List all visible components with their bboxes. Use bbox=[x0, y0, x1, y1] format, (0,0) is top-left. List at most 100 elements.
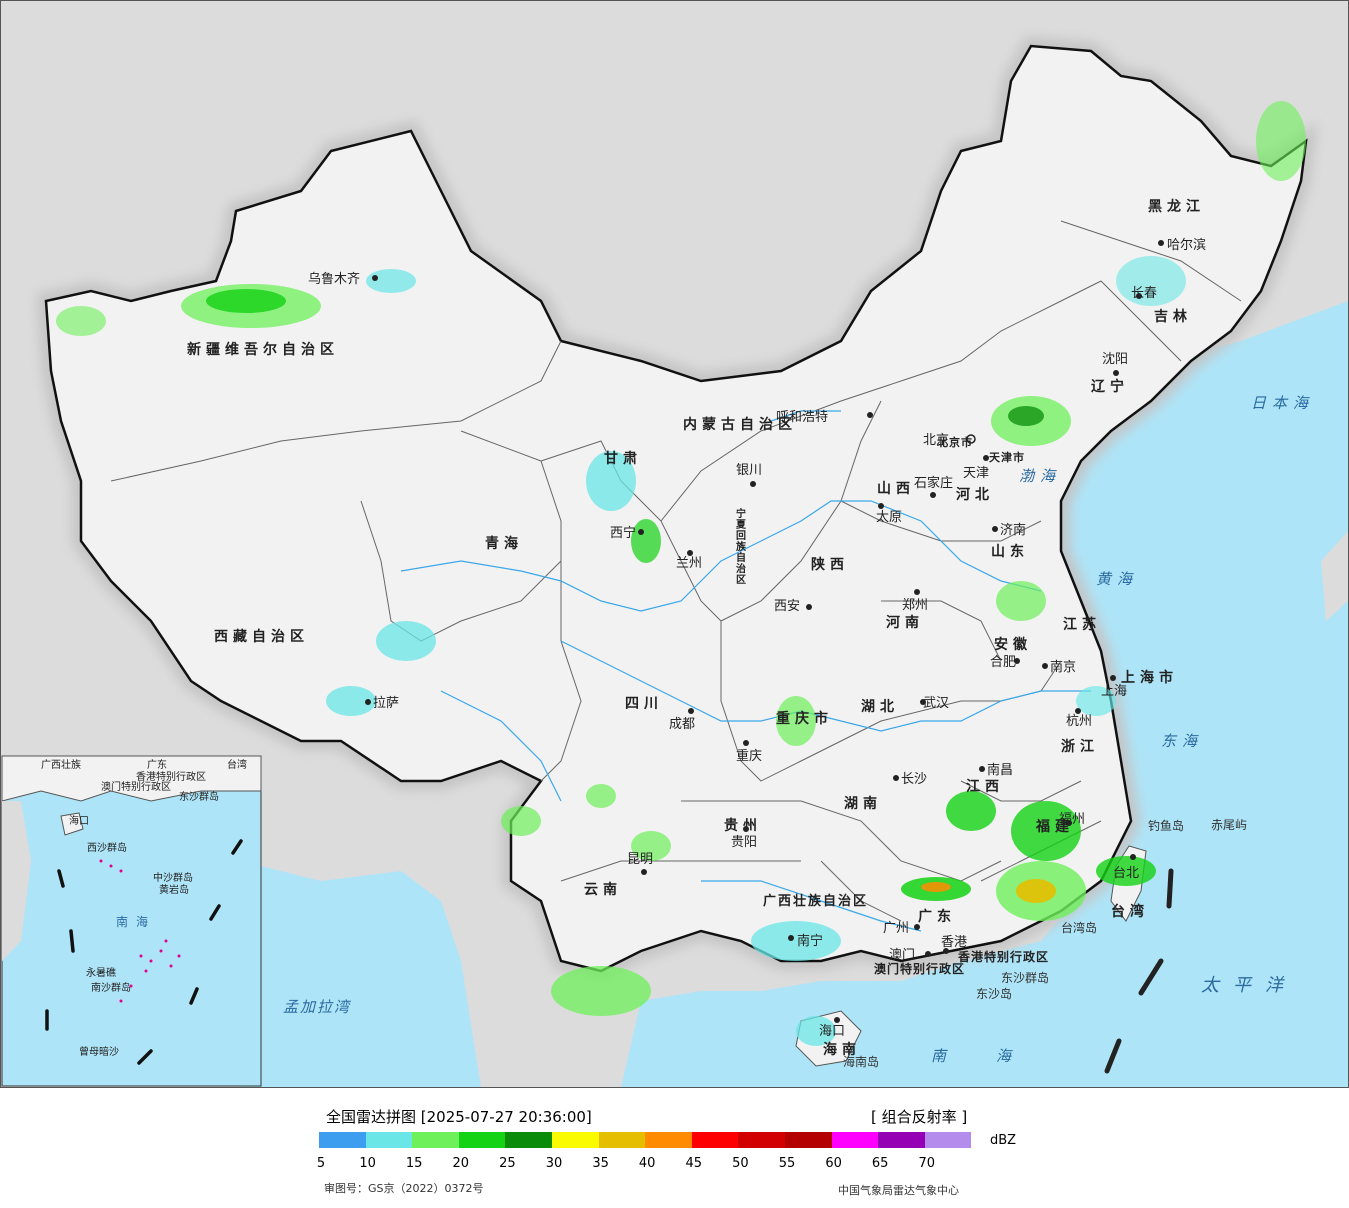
china-land bbox=[44, 44, 1308, 973]
city-label: 香港 bbox=[941, 935, 967, 950]
island-label: 台湾岛 bbox=[1061, 920, 1097, 935]
province-label: 山西 bbox=[877, 481, 915, 497]
city-label: 济南 bbox=[1000, 522, 1026, 538]
legend-ticks: 5 10 15 20 25 30 35 40 45 50 55 60 65 70 bbox=[316, 1156, 979, 1172]
map-canvas: 新疆维吾尔自治区 西藏自治区 青海 甘肃 内蒙古自治区 黑龙江 吉林 辽宁 河北… bbox=[1, 36, 1348, 1087]
sea-label: 黄海 bbox=[1096, 570, 1138, 588]
city-label: 澳门 bbox=[889, 947, 915, 963]
legend-swatch bbox=[784, 1132, 832, 1148]
province-label: 辽宁 bbox=[1091, 378, 1129, 395]
city-marker bbox=[943, 948, 949, 954]
city-marker bbox=[914, 589, 920, 595]
island-label: 东沙群岛 bbox=[1001, 970, 1049, 985]
legend-title: 全国雷达拼图 [2025-07-27 20:36:00] bbox=[326, 1108, 592, 1126]
province-label: 甘肃 bbox=[604, 450, 642, 467]
inset-label: 西沙群岛 bbox=[87, 841, 127, 854]
province-label: 北京市 bbox=[937, 435, 973, 449]
maritime-boundary-marks bbox=[1104, 868, 1174, 1074]
legend-product: [ 组合反射率 ] bbox=[871, 1108, 968, 1126]
city-marker bbox=[992, 526, 998, 532]
province-label: 澳门特别行政区 bbox=[874, 961, 965, 976]
legend-tick-label: 30 bbox=[545, 1156, 563, 1171]
city-label: 西安 bbox=[774, 599, 800, 614]
sea-labels: 日本海 渤海 黄海 东海 太平洋 南海 孟加拉湾 bbox=[283, 394, 1308, 1065]
city-label: 上海 bbox=[1101, 684, 1127, 699]
approval-number: 审图号：GS京（2022）0372号 bbox=[324, 1182, 484, 1195]
sea-label: 东海 bbox=[1161, 732, 1203, 750]
province-label: 湖北 bbox=[861, 699, 899, 715]
province-label: 云南 bbox=[584, 881, 622, 898]
south-china-sea-inset: 广西壮族 广东 台湾 澳门特别行政区 香港特别行政区 东沙群岛 海口 西沙群岛 … bbox=[1, 755, 262, 1087]
inset-label: 广东 bbox=[147, 758, 167, 771]
province-label: 浙江 bbox=[1061, 738, 1099, 755]
city-label: 哈尔滨 bbox=[1167, 237, 1206, 253]
city-marker bbox=[1066, 820, 1072, 826]
city-label: 北京 bbox=[923, 433, 949, 448]
legend-tick-label: 15 bbox=[405, 1156, 423, 1171]
sea-label: 渤海 bbox=[1019, 467, 1061, 485]
island-label: 赤尾屿 bbox=[1211, 818, 1247, 832]
legend-swatch bbox=[551, 1132, 599, 1148]
city-label: 拉萨 bbox=[373, 696, 399, 711]
legend-swatch bbox=[458, 1132, 506, 1148]
province-label: 天津市 bbox=[989, 450, 1025, 464]
city-marker bbox=[867, 412, 873, 418]
city-label: 武汉 bbox=[923, 696, 949, 711]
province-labels: 新疆维吾尔自治区 西藏自治区 青海 甘肃 内蒙古自治区 黑龙江 吉林 辽宁 河北… bbox=[187, 198, 1200, 1058]
legend-color-bar bbox=[319, 1132, 972, 1148]
bay-of-bengal bbox=[241, 861, 481, 1087]
legend-panel: 全国雷达拼图 [2025-07-27 20:36:00] [ 组合反射率 ] d… bbox=[0, 1088, 1349, 1208]
province-label: 江西 bbox=[966, 778, 1004, 795]
legend-swatch bbox=[319, 1132, 366, 1148]
city-label: 杭州 bbox=[1066, 714, 1092, 729]
city-label: 海口 bbox=[819, 1024, 845, 1039]
city-marker bbox=[1014, 658, 1020, 664]
capital-marker bbox=[966, 434, 976, 444]
province-label: 河北 bbox=[956, 486, 994, 503]
legend-tick-label: 25 bbox=[499, 1156, 516, 1171]
legend-tick-label: 5 bbox=[316, 1156, 326, 1171]
inset-label: 中沙群岛 bbox=[153, 871, 193, 884]
legend-tick-label: 10 bbox=[359, 1156, 376, 1171]
island-labels: 钓鱼岛 赤尾屿 台湾岛 东沙群岛 东沙岛 海南岛 bbox=[843, 818, 1247, 1069]
province-label: 河南 bbox=[886, 614, 924, 631]
legend-swatch bbox=[691, 1132, 739, 1148]
province-label: 贵州 bbox=[724, 817, 762, 834]
city-marker bbox=[1075, 708, 1081, 714]
province-label: 湖南 bbox=[844, 795, 882, 812]
city-marker bbox=[743, 826, 749, 832]
province-label: 广西壮族自治区 bbox=[763, 893, 868, 909]
city-label: 石家庄 bbox=[914, 475, 953, 491]
city-marker bbox=[983, 455, 989, 461]
city-label: 昆明 bbox=[627, 852, 653, 867]
city-marker bbox=[1042, 663, 1048, 669]
city-label: 台北 bbox=[1113, 866, 1139, 881]
province-label: 重庆市 bbox=[776, 710, 833, 727]
city-label: 呼和浩特 bbox=[776, 410, 828, 425]
inset-label: 东沙群岛 bbox=[179, 790, 219, 803]
radar-echoes bbox=[56, 101, 1306, 1046]
island-label: 海南岛 bbox=[843, 1054, 879, 1069]
island-label: 钓鱼岛 bbox=[1148, 818, 1184, 833]
inset-label: 永暑礁 bbox=[86, 966, 116, 979]
city-label: 成都 bbox=[669, 717, 695, 732]
legend-tick-label: 35 bbox=[592, 1156, 609, 1171]
province-label: 上海市 bbox=[1121, 669, 1178, 686]
city-marker bbox=[834, 1017, 840, 1023]
province-label: 陕西 bbox=[811, 556, 849, 573]
legend-tick-label: 45 bbox=[685, 1156, 703, 1171]
city-label: 重庆 bbox=[736, 748, 762, 764]
city-marker bbox=[688, 708, 694, 714]
city-marker bbox=[1113, 370, 1119, 376]
city-marker bbox=[788, 935, 794, 941]
inset-label: 海口 bbox=[69, 814, 89, 827]
legend-tick-label: 70 bbox=[918, 1156, 936, 1171]
legend-swatch bbox=[365, 1132, 413, 1148]
city-label: 兰州 bbox=[676, 556, 702, 571]
legend-tick-label: 20 bbox=[452, 1156, 470, 1171]
city-marker bbox=[979, 766, 985, 772]
city-marker bbox=[638, 529, 644, 535]
island-label: 东沙岛 bbox=[976, 986, 1012, 1001]
city-labels: 乌鲁木齐 拉萨 西宁 兰州 银川 呼和浩特 北京 天津 石家庄 太原 济南 西安… bbox=[308, 237, 1206, 1039]
province-label: 内蒙古自治区 bbox=[683, 416, 797, 433]
